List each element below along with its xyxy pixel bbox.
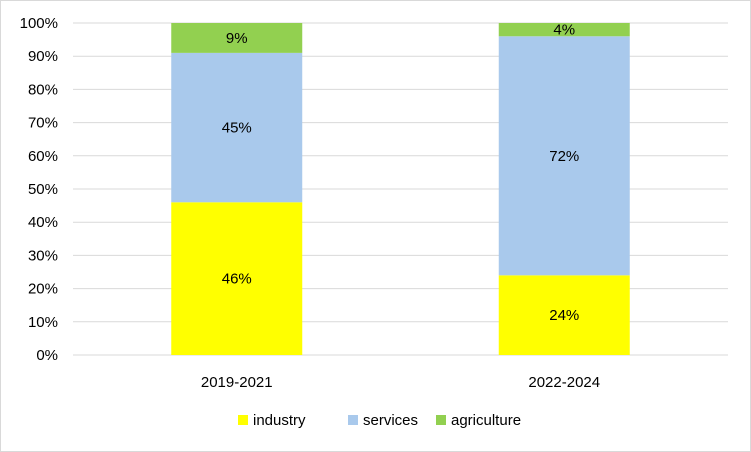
data-label: 46% [222,271,252,288]
data-label: 24% [549,307,579,324]
y-tick-label: 0% [36,347,58,364]
y-tick-label: 30% [28,247,58,264]
y-tick-label: 80% [28,81,58,98]
legend-label-agriculture: agriculture [451,412,521,429]
y-tick-label: 90% [28,48,58,65]
legend-label-services: services [363,412,418,429]
y-tick-label: 10% [28,314,58,331]
x-category-label: 2019-2021 [201,374,273,391]
bar-segment-services [498,36,630,276]
y-tick-label: 50% [28,181,58,198]
y-tick-label: 40% [28,214,58,231]
bar-segment-industry [498,275,630,355]
bars: 46% 45% 9% 24% 72% 4% [171,22,630,355]
y-tick-label: 20% [28,281,58,298]
y-tick-label: 60% [28,148,58,165]
data-label: 4% [553,22,575,39]
data-label: 72% [549,148,579,165]
legend-label-industry: industry [253,412,306,429]
legend-swatch-agriculture [436,415,446,425]
bar-segment-services [171,52,303,203]
x-axis-categories: 2019-2021 2022-2024 [201,374,600,391]
bar-segment-agriculture [171,23,303,53]
legend-swatch-industry [238,415,248,425]
x-category-label: 2022-2024 [528,374,600,391]
legend: industry services agriculture [238,412,521,429]
y-tick-label: 70% [28,115,58,132]
y-tick-label: 100% [20,15,58,32]
data-label: 45% [222,120,252,137]
bar-segment-agriculture [498,23,630,37]
legend-swatch-services [348,415,358,425]
bar-segment-industry [171,202,303,355]
y-axis-ticks: 0% 10% 20% 30% 40% 50% 60% 70% 80% 90% 100% [20,15,58,364]
data-label: 9% [226,30,248,47]
